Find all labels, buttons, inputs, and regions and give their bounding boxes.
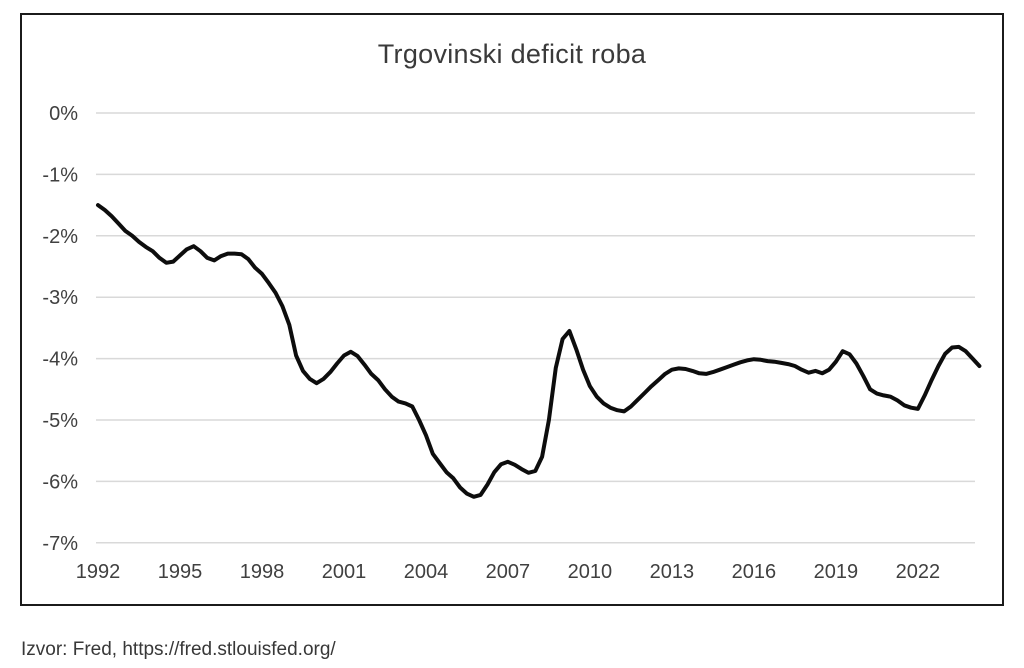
x-tick-label: 2022 xyxy=(896,561,941,583)
chart-frame: Trgovinski deficit roba 0% -1% -2% -3% -4% -5… xyxy=(20,13,1004,606)
y-tick-label: 0% xyxy=(49,103,78,125)
x-tick-label: 2013 xyxy=(650,561,695,583)
chart-canvas: 0% -1% -2% -3% -4% -5% -6% -7% 1992 1995 1998 2001 2… xyxy=(42,103,982,583)
y-tick-label: -2% xyxy=(42,226,78,248)
y-tick-label: -7% xyxy=(42,533,78,555)
y-tick-label: -6% xyxy=(42,471,78,493)
x-tick-label: 1992 xyxy=(76,561,121,583)
source-note: Izvor: Fred, https://fred.stlouisfed.org… xyxy=(21,639,336,660)
y-tick-label: -5% xyxy=(42,410,78,432)
x-tick-label: 1998 xyxy=(240,561,285,583)
y-tick-label: -3% xyxy=(42,287,78,309)
x-tick-label: 2010 xyxy=(568,561,613,583)
deficit-line xyxy=(96,203,982,499)
x-tick-label: 2007 xyxy=(486,561,531,583)
x-tick-label: 2019 xyxy=(814,561,859,583)
y-tick-label: -1% xyxy=(42,164,78,186)
chart-title: Trgovinski deficit roba xyxy=(377,39,647,69)
y-tick-label: -4% xyxy=(42,349,78,371)
x-tick-label: 2016 xyxy=(732,561,777,583)
x-tick-label: 2004 xyxy=(404,561,449,583)
x-tick-label: 2001 xyxy=(322,561,367,583)
x-tick-label: 1995 xyxy=(158,561,203,583)
